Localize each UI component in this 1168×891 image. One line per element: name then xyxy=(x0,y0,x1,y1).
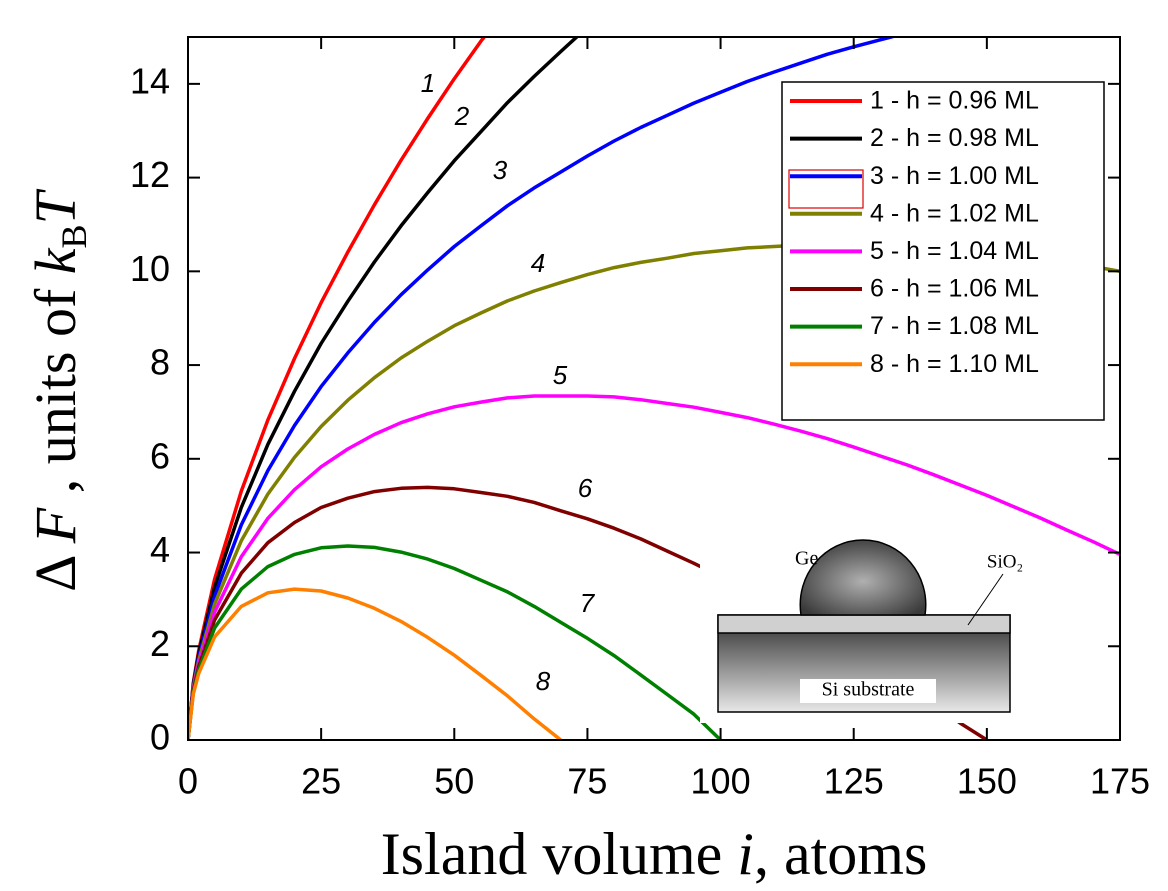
ge-label: Ge xyxy=(795,548,818,570)
legend-label: 8 - h = 1.10 ML xyxy=(870,350,1039,378)
y-tick-label: 2 xyxy=(150,623,170,664)
x-axis-label-part: Island volume xyxy=(381,821,738,887)
curve-label: 5 xyxy=(553,360,568,390)
y-tick-label: 0 xyxy=(150,717,170,758)
legend-label: 5 - h = 1.04 ML xyxy=(870,237,1039,265)
legend-label: 4 - h = 1.02 ML xyxy=(870,199,1039,227)
y-tick-label: 8 xyxy=(150,342,170,383)
x-tick-label: 100 xyxy=(691,761,751,802)
y-axis-label-part: F xyxy=(23,507,88,544)
legend-label: 3 - h = 1.00 ML xyxy=(870,162,1039,190)
y-axis-label-part: , units of xyxy=(23,274,88,508)
series-line xyxy=(188,544,722,740)
curve-label: 4 xyxy=(531,248,545,278)
x-axis-label-part: i xyxy=(737,821,754,887)
x-tick-label: 150 xyxy=(957,761,1017,802)
oxide-label: SiO₂ xyxy=(987,551,1023,572)
y-axis-label-part: T xyxy=(23,188,88,224)
axes-frame xyxy=(187,36,1121,741)
y-tick-label: 6 xyxy=(150,435,170,476)
label-background xyxy=(800,679,936,703)
y-tick-label: 10 xyxy=(130,248,170,289)
legend-label: 7 - h = 1.08 ML xyxy=(870,312,1039,340)
legend: 1 - h = 0.96 ML 2 - h = 0.98 ML 3 - h = 1.… xyxy=(781,81,1105,421)
highlight-box xyxy=(788,169,864,209)
x-tick-label: 125 xyxy=(824,761,884,802)
x-tick-label: 25 xyxy=(301,761,341,802)
y-axis-label-part: B xyxy=(54,224,94,248)
y-axis-label: Δ F , units of kBT xyxy=(23,188,94,591)
y-axis-label-part: k xyxy=(23,247,88,274)
pointer-line xyxy=(967,573,1004,626)
inset-diagram: Ge SiO₂ Si substrate xyxy=(700,528,1025,723)
y-tick-label: 12 xyxy=(130,154,170,195)
x-axis-label-part: , atoms xyxy=(754,821,927,887)
x-axis-label: Island volume i, atoms xyxy=(381,821,928,887)
curve-label: 8 xyxy=(536,666,551,696)
legend-label: 1 - h = 0.96 ML xyxy=(870,87,1039,115)
curve-label: 1 xyxy=(421,68,435,98)
legend-label: 2 - h = 0.98 ML xyxy=(870,124,1039,152)
legend-label: 6 - h = 1.06 ML xyxy=(870,275,1039,303)
plot-area xyxy=(188,37,1120,740)
x-tick-label: 0 xyxy=(178,761,198,802)
series-line xyxy=(188,587,562,740)
series-line xyxy=(188,394,1120,740)
curve-label: 2 xyxy=(454,101,470,131)
curve-label: 3 xyxy=(493,155,508,185)
series-line xyxy=(188,37,580,740)
y-tick-label: 4 xyxy=(150,529,170,570)
x-tick-label: 50 xyxy=(434,761,474,802)
series-line xyxy=(188,37,487,740)
x-tick-label: 75 xyxy=(567,761,607,802)
y-tick-label: 14 xyxy=(130,60,170,101)
series-line xyxy=(188,37,898,740)
oxide-layer xyxy=(717,614,1011,634)
y-axis-label-part: Δ xyxy=(23,543,88,592)
curve-label: 7 xyxy=(580,588,596,618)
curve-label: 6 xyxy=(578,473,593,503)
ge-island xyxy=(799,539,927,616)
substrate-label: Si substrate xyxy=(822,679,915,701)
x-tick-label: 175 xyxy=(1090,761,1150,802)
